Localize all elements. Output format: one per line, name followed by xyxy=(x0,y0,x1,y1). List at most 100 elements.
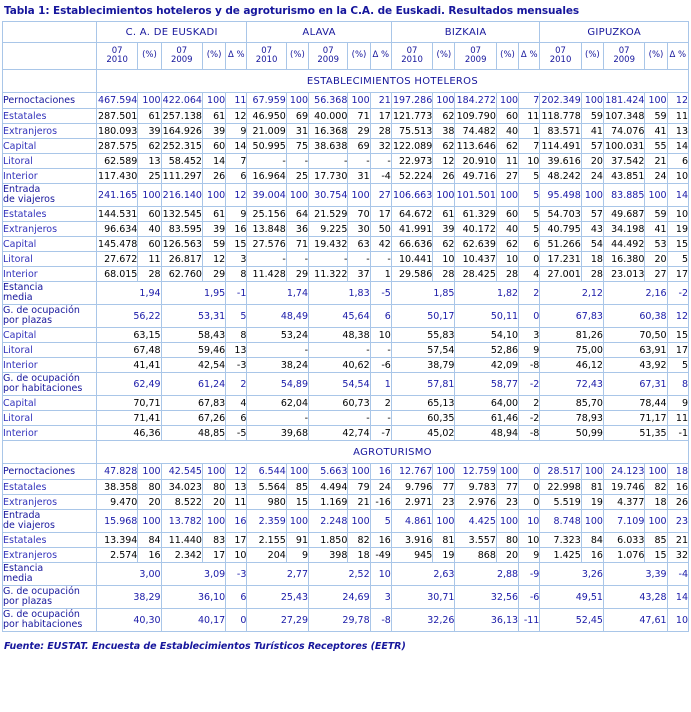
header-pct-2009-gipuzkoa: (%) xyxy=(644,42,668,70)
cell-percent: 40 xyxy=(137,221,162,237)
cell-percent: 62 xyxy=(432,138,456,154)
year-bottom: 2010 xyxy=(106,55,128,65)
cell-value: 66.636 xyxy=(390,236,434,252)
cell-delta: 2 xyxy=(225,372,248,396)
table-row: Extranjeros 180.093 39 164.926 39 9 21.009 31 16… xyxy=(2,123,690,139)
cell-percent: 77 xyxy=(495,479,520,495)
cell-value: 42,09 xyxy=(454,357,520,373)
row-label: Interior xyxy=(2,168,97,184)
cell-delta: 9 xyxy=(518,547,541,563)
cell-value: 85,70 xyxy=(539,395,604,411)
cell-percent: 18 xyxy=(580,251,604,267)
cell-percent: 36 xyxy=(285,221,310,237)
cell-value: 45,64 xyxy=(308,304,371,328)
cell-delta: 18 xyxy=(666,463,690,480)
year-top: 07 xyxy=(176,45,188,56)
cell-value: 27.672 xyxy=(95,251,139,267)
row-label: Interior xyxy=(2,357,97,373)
cell-delta: 11 xyxy=(666,108,690,124)
cell-percent: 16 xyxy=(580,547,604,563)
header-delta-bizkaia: Δ % xyxy=(518,42,541,70)
cell-value: 83.571 xyxy=(539,123,582,139)
cell-value: 1,82 xyxy=(454,281,520,305)
cell-value: 57,81 xyxy=(390,372,456,396)
cell-percent: 70 xyxy=(347,206,371,222)
cell-percent: 21 xyxy=(347,494,371,510)
cell-percent: 100 xyxy=(495,183,520,207)
cell-delta: 11 xyxy=(518,108,541,124)
table-row: Litoral 62.589 13 58.452 14 7- - - - -22.973 12 20.… xyxy=(2,153,690,169)
cell-percent: 37 xyxy=(347,266,371,282)
table-row: Extranjeros 9.470 20 8.522 20 11 980 15 1.169 21-… xyxy=(2,494,690,510)
cell-percent: 14 xyxy=(201,153,227,169)
cell-value: 57,54 xyxy=(390,342,456,358)
cell-percent: 20 xyxy=(495,547,520,563)
cell-delta: 0 xyxy=(225,608,248,632)
header-delta-gipuzkoa: Δ % xyxy=(666,42,690,70)
cell-percent: 11 xyxy=(137,251,162,267)
cell-value: 181.424 xyxy=(602,92,646,109)
header-year-2009-gipuzkoa: 07 2009 xyxy=(602,42,646,70)
cell-delta: 7 xyxy=(518,92,541,109)
row-label: Pernoctaciones xyxy=(2,92,97,109)
row-label-line1: G. de ocupación xyxy=(3,609,80,620)
cell-value: 67,83 xyxy=(160,395,227,411)
section-band-blank xyxy=(2,69,97,93)
header-pct-2009-alava: (%) xyxy=(347,42,371,70)
cell-percent: 60 xyxy=(495,108,520,124)
cell-value: 48,38 xyxy=(308,327,371,343)
cell-delta: -6 xyxy=(518,585,541,609)
cell-value: 1.425 xyxy=(539,547,582,563)
cell-percent: 59 xyxy=(644,108,668,124)
cell-delta: 26 xyxy=(666,494,690,510)
cell-percent: 26 xyxy=(432,168,456,184)
cell-value: 46.950 xyxy=(246,108,287,124)
cell-delta: 2 xyxy=(369,395,392,411)
cell-value: 64.672 xyxy=(390,206,434,222)
cell-value: 48.242 xyxy=(539,168,582,184)
cell-percent: 31 xyxy=(285,123,310,139)
cell-percent: 60 xyxy=(495,206,520,222)
row-label-line2: por plazas xyxy=(3,315,53,326)
row-label: Estatales xyxy=(2,206,97,222)
cell-value: 75.513 xyxy=(390,123,434,139)
cell-percent: - xyxy=(347,153,371,169)
cell-percent: 20 xyxy=(201,494,227,510)
cell-value: 55,83 xyxy=(390,327,456,343)
table-row: Estatales 13.394 84 11.440 83 17 2.155 91 1.850 8… xyxy=(2,532,690,548)
cell-value: 164.926 xyxy=(160,123,203,139)
cell-percent: 100 xyxy=(347,463,371,480)
cell-value: 145.478 xyxy=(95,236,139,252)
cell-delta: 17 xyxy=(225,532,248,548)
cell-delta: -2 xyxy=(666,281,690,305)
table-row: G. de ocupación por habitaciones 40,30 40,1… xyxy=(2,608,690,632)
cell-value: 21.529 xyxy=(308,206,349,222)
cell-delta: 0 xyxy=(518,463,541,480)
cell-delta: -5 xyxy=(369,281,392,305)
cell-value: 144.531 xyxy=(95,206,139,222)
cell-percent: 100 xyxy=(347,183,371,207)
cell-value: 1.169 xyxy=(308,494,349,510)
table-row: Litoral 71,41 67,26 6- - -60,35 61,46 -2 78,93 71… xyxy=(2,410,690,426)
cell-delta: 14 xyxy=(225,138,248,154)
cell-percent: 29 xyxy=(285,266,310,282)
section-band-row-hoteleros: ESTABLECIMIENTOS HOTELEROS xyxy=(2,69,690,93)
cell-percent: 31 xyxy=(347,168,371,184)
cell-value: 2.359 xyxy=(246,509,287,533)
cell-value: 81,26 xyxy=(539,327,604,343)
cell-value: 40,62 xyxy=(308,357,371,373)
cell-value: 27.576 xyxy=(246,236,287,252)
cell-value: 44.492 xyxy=(602,236,646,252)
cell-delta: 15 xyxy=(666,236,690,252)
cell-value: 56.368 xyxy=(308,92,349,109)
cell-percent: 100 xyxy=(495,92,520,109)
cell-delta: 12 xyxy=(225,108,248,124)
cell-percent: 28 xyxy=(495,266,520,282)
cell-value: 4.377 xyxy=(602,494,646,510)
cell-value: 13.848 xyxy=(246,221,287,237)
cell-delta: 50 xyxy=(369,221,392,237)
cell-percent: 100 xyxy=(495,463,520,480)
cell-delta: 14 xyxy=(666,585,690,609)
cell-percent: 100 xyxy=(347,509,371,533)
cell-value: 11.428 xyxy=(246,266,287,282)
